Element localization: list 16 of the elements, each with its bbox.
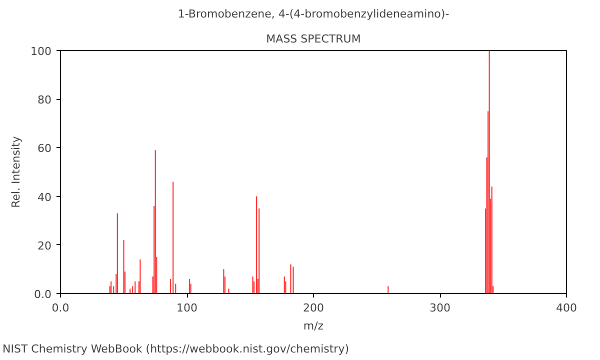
x-tick-label: 0.0	[52, 302, 70, 314]
y-tick-label: 60	[38, 142, 52, 156]
y-tick-label: 0.0	[34, 288, 52, 301]
y-tick-label: 40	[38, 190, 52, 204]
x-tick-label: 200	[303, 302, 324, 314]
x-tick-label: 100	[176, 302, 198, 314]
y-tick-label: 100	[30, 45, 52, 58]
chart-title: 1-Bromobenzene, 4-(4-bromobenzylideneamino)-	[178, 8, 450, 20]
x-tick-label: 300	[430, 302, 450, 314]
y-axis-title: Rel. Intensity	[10, 136, 23, 208]
text: NIST Chemistry WebBook (https://webbook.nist.gov/chemistry)	[2, 342, 349, 356]
x-axis-title: m/z	[303, 320, 324, 332]
x-tick-label: 400	[556, 302, 577, 314]
y-tick-label: 80	[38, 94, 52, 107]
y-tick-label: 20	[38, 239, 52, 252]
chart-subtitle: MASS SPECTRUM	[266, 32, 361, 46]
